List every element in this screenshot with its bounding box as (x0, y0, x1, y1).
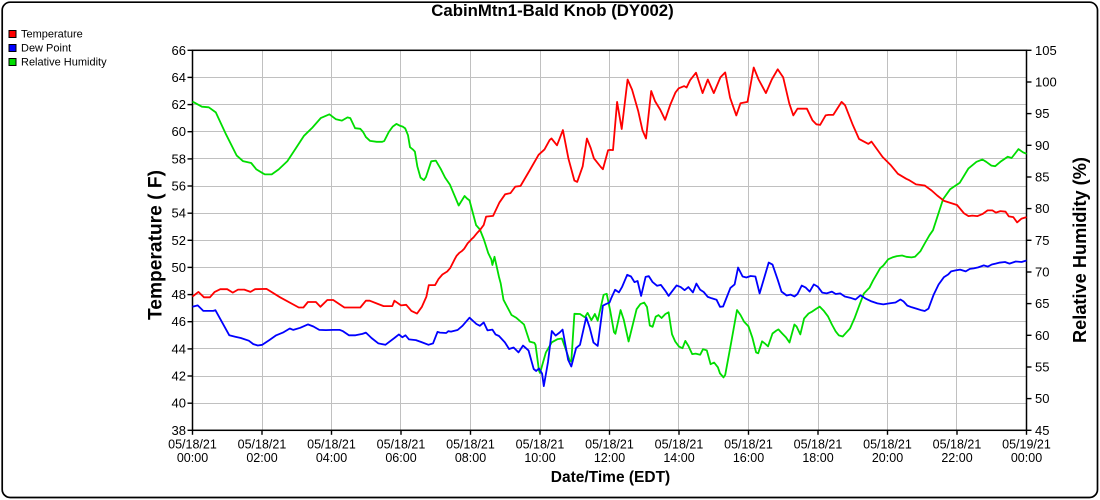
svg-text:04:00: 04:00 (316, 451, 347, 465)
svg-text:05/18/21: 05/18/21 (585, 438, 634, 452)
svg-text:52: 52 (172, 233, 186, 248)
svg-text:08:00: 08:00 (455, 451, 486, 465)
svg-text:40: 40 (172, 396, 186, 411)
svg-text:05/18/21: 05/18/21 (724, 438, 773, 452)
svg-text:66: 66 (172, 43, 186, 58)
svg-text:05/18/21: 05/18/21 (307, 438, 356, 452)
svg-text:85: 85 (1035, 170, 1049, 185)
svg-text:38: 38 (172, 423, 186, 438)
svg-text:05/18/21: 05/18/21 (933, 438, 982, 452)
svg-text:CabinMtn1-Bald Knob (DY002): CabinMtn1-Bald Knob (DY002) (431, 1, 673, 20)
svg-text:50: 50 (172, 260, 186, 275)
svg-text:65: 65 (1035, 296, 1049, 311)
svg-text:90: 90 (1035, 138, 1049, 153)
svg-text:44: 44 (172, 341, 186, 356)
svg-text:05/18/21: 05/18/21 (655, 438, 704, 452)
svg-text:Temperature: Temperature (21, 29, 83, 41)
svg-text:06:00: 06:00 (385, 451, 416, 465)
svg-text:14:00: 14:00 (663, 451, 694, 465)
svg-text:48: 48 (172, 287, 186, 302)
svg-text:05/18/21: 05/18/21 (377, 438, 426, 452)
svg-text:100: 100 (1035, 75, 1057, 90)
svg-text:64: 64 (172, 70, 186, 85)
svg-text:58: 58 (172, 151, 186, 166)
svg-text:60: 60 (1035, 328, 1049, 343)
svg-text:105: 105 (1035, 43, 1057, 58)
svg-text:42: 42 (172, 369, 186, 384)
svg-text:70: 70 (1035, 265, 1049, 280)
svg-text:05/18/21: 05/18/21 (168, 438, 217, 452)
svg-text:46: 46 (172, 314, 186, 329)
svg-text:00:00: 00:00 (1011, 451, 1042, 465)
svg-text:05/18/21: 05/18/21 (516, 438, 565, 452)
svg-text:10:00: 10:00 (524, 451, 555, 465)
svg-text:05/18/21: 05/18/21 (863, 438, 912, 452)
svg-text:05/18/21: 05/18/21 (238, 438, 287, 452)
svg-text:80: 80 (1035, 201, 1049, 216)
svg-text:22:00: 22:00 (941, 451, 972, 465)
svg-text:20:00: 20:00 (872, 451, 903, 465)
svg-text:Temperature ( F): Temperature ( F) (146, 170, 167, 320)
svg-text:00:00: 00:00 (177, 451, 208, 465)
svg-text:16:00: 16:00 (733, 451, 764, 465)
svg-text:95: 95 (1035, 106, 1049, 121)
svg-text:05/18/21: 05/18/21 (794, 438, 843, 452)
svg-text:Relative Humidity: Relative Humidity (21, 57, 107, 69)
svg-text:75: 75 (1035, 233, 1049, 248)
svg-text:62: 62 (172, 97, 186, 112)
svg-text:18:00: 18:00 (802, 451, 833, 465)
svg-text:02:00: 02:00 (246, 451, 277, 465)
svg-text:05/18/21: 05/18/21 (446, 438, 495, 452)
svg-text:60: 60 (172, 124, 186, 139)
svg-text:50: 50 (1035, 391, 1049, 406)
svg-text:45: 45 (1035, 423, 1049, 438)
svg-text:12:00: 12:00 (594, 451, 625, 465)
svg-text:54: 54 (172, 206, 186, 221)
svg-text:Date/Time (EDT): Date/Time (EDT) (551, 469, 670, 486)
svg-text:55: 55 (1035, 360, 1049, 375)
svg-text:Relative Humidity (%): Relative Humidity (%) (1070, 157, 1090, 343)
svg-text:Dew Point: Dew Point (21, 43, 71, 55)
svg-text:05/19/21: 05/19/21 (1002, 438, 1051, 452)
svg-text:56: 56 (172, 179, 186, 194)
